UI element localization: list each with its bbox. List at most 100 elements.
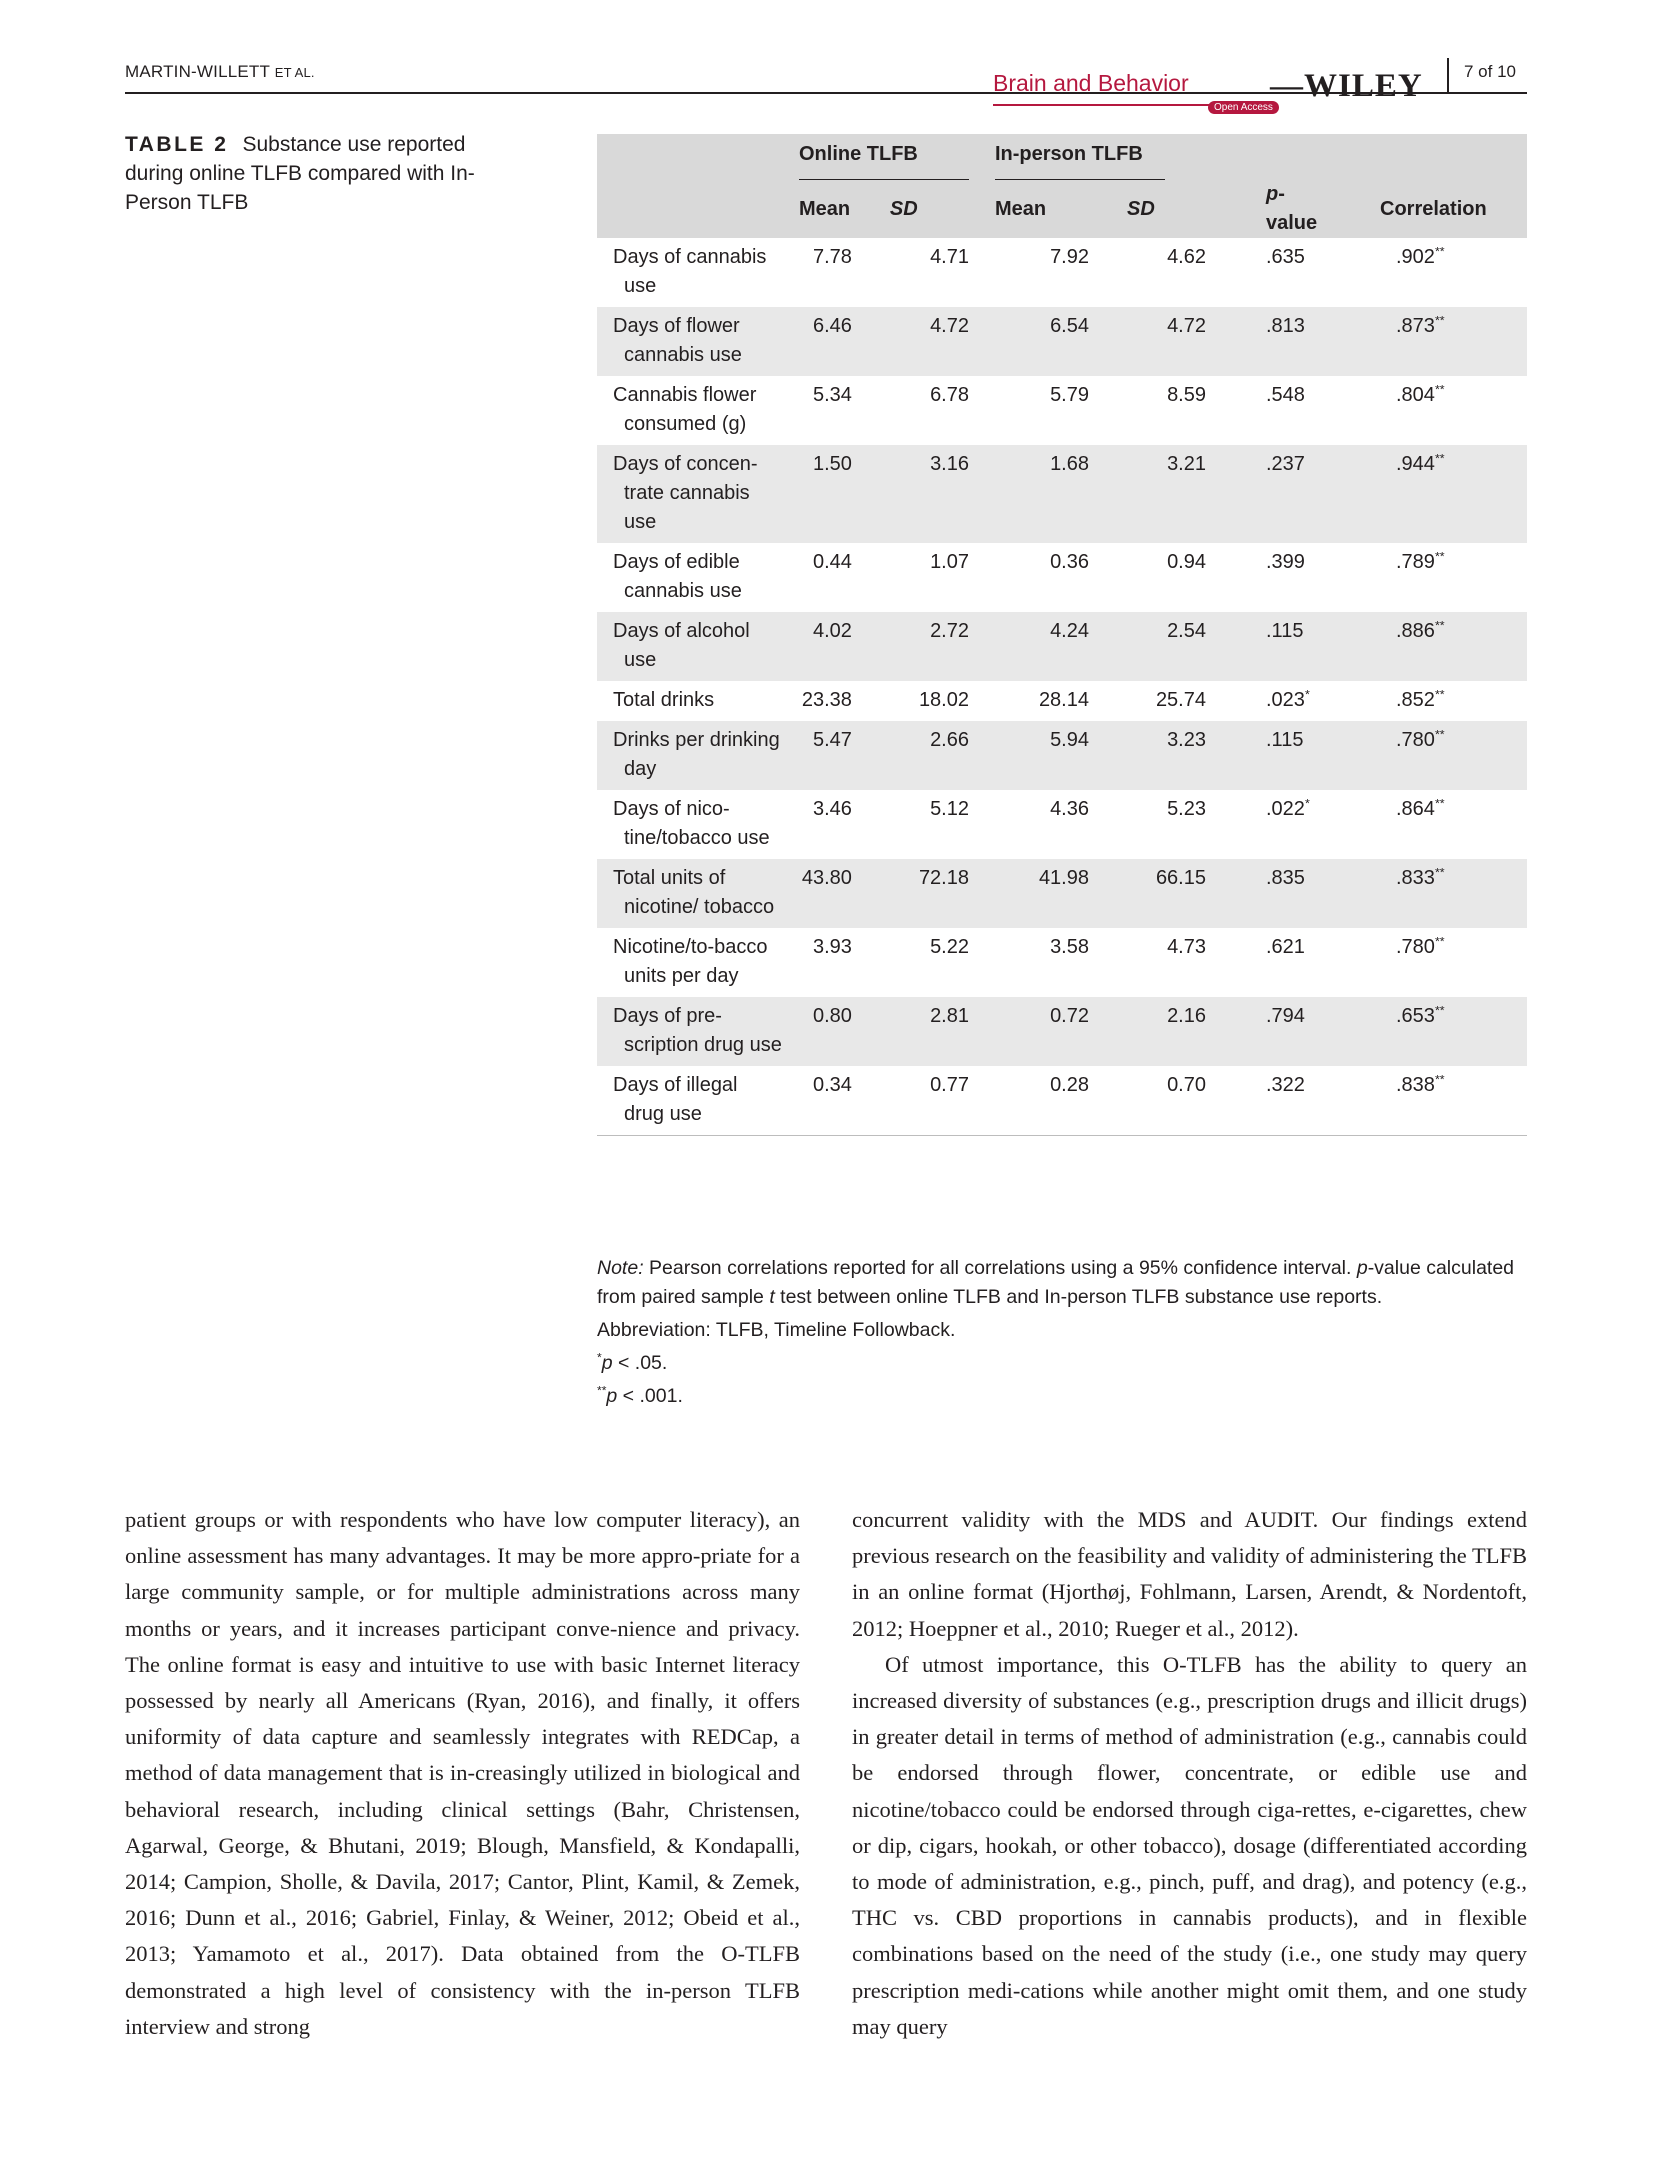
col-header-sd-online: SD [889,197,918,220]
cell-sd-inperson: 25.74 [1155,689,1206,711]
cell-mean-inperson: 4.24 [1050,620,1089,642]
row-label: Cannabis flower consumed (g) [613,384,757,435]
cell-correlation: .873** [1396,313,1445,337]
cell-correlation: .833** [1396,865,1445,889]
table-row: Days of pre-scription drug use 0.80 2.81 0.… [597,997,1527,1066]
cell-mean-inperson: 0.36 [1050,551,1089,573]
journal-name: Brain and Behavior [993,70,1189,96]
body-paragraph: Of utmost importance, this O-TLFB has th… [852,1651,1527,2039]
table-abbreviation: Abbreviation: TLFB, Timeline Followback. [597,1319,956,1341]
table-row: Cannabis flower consumed (g) 5.34 6.78 5.79… [597,376,1527,445]
cell-sd-online: 2.72 [930,620,969,642]
cell-correlation: .804** [1396,382,1445,406]
cell-pvalue: .399 [1266,551,1305,573]
cell-sd-inperson: 4.73 [1167,936,1206,958]
journal-underline [993,104,1211,106]
cell-pvalue: .023* [1266,687,1310,711]
cell-pvalue: .548 [1266,384,1305,406]
cell-sd-online: 3.16 [930,453,969,475]
group-header-inperson: In-person TLFB [969,134,1206,180]
table-caption-text: Substance use reported during online TLF… [125,133,475,214]
cell-mean-inperson: 7.92 [1050,246,1089,268]
cell-mean-online: 0.44 [812,551,852,573]
cell-mean-inperson: 41.98 [1038,867,1089,889]
row-label: Days of concen-trate cannabis use [613,453,758,533]
table-notes: Note: Pearson correlations reported for … [597,1254,1527,1415]
cell-sd-online: 72.18 [918,867,969,889]
cell-sd-online: 5.12 [930,798,969,820]
cell-sd-online: 4.71 [930,246,969,268]
table-row: Days of cannabis use 7.78 4.71 7.92 4.62 .635… [597,238,1527,307]
col-header-mean-inperson: Mean [995,197,1047,220]
row-label: Days of edible cannabis use [613,551,742,602]
cell-sd-online: 1.07 [930,551,969,573]
cell-pvalue: .115 [1266,729,1304,751]
cell-correlation: .852** [1396,687,1445,711]
cell-sd-inperson: 3.23 [1167,729,1206,751]
table-row: Days of alcohol use 4.02 2.72 4.24 2.54 .115.… [597,612,1527,681]
cell-mean-online: 5.34 [812,384,852,406]
cell-sd-online: 18.02 [918,689,969,711]
body-column-left: patient groups or with respondents who h… [125,1502,800,2045]
cell-sd-inperson: 0.70 [1167,1074,1206,1096]
cell-mean-online: 0.34 [812,1074,852,1096]
cell-mean-inperson: 5.94 [1050,729,1089,751]
col-header-pvalue: p-value [1266,183,1318,234]
cell-correlation: .789** [1396,549,1445,573]
cell-correlation: .780** [1396,934,1445,958]
cell-mean-inperson: 1.68 [1050,453,1089,475]
cell-pvalue: .022* [1266,796,1310,820]
cell-mean-inperson: 5.79 [1050,384,1089,406]
row-label: Days of flower cannabis use [613,315,742,366]
cell-pvalue: .813 [1266,315,1305,337]
cell-mean-inperson: 0.28 [1050,1074,1089,1096]
table-label: TABLE 2 [125,133,229,156]
table-row: Days of flower cannabis use 6.46 4.72 6.54 4… [597,307,1527,376]
row-label: Days of cannabis use [613,246,767,297]
cell-mean-inperson: 0.72 [1050,1005,1089,1027]
cell-mean-inperson: 4.36 [1050,798,1089,820]
running-head-et-al: ET AL. [274,65,315,80]
row-label: Days of nico-tine/tobacco use [613,798,770,849]
cell-sd-online: 5.22 [930,936,969,958]
cell-mean-online: 1.50 [812,453,852,475]
row-label: Days of alcohol use [613,620,750,671]
substance-use-table: Online TLFB In-person TLFB Mean SD Mean … [597,134,1527,1136]
table-row: Days of edible cannabis use 0.44 1.07 0.36 0… [597,543,1527,612]
cell-correlation: .653** [1396,1003,1445,1027]
cell-mean-inperson: 3.58 [1050,936,1089,958]
body-paragraph: patient groups or with respondents who h… [125,1507,800,2039]
cell-pvalue: .115 [1266,620,1304,642]
cell-sd-online: 2.66 [930,729,969,751]
body-column-right: concurrent validity with the MDS and AUD… [852,1502,1527,2045]
cell-mean-online: 3.93 [812,936,852,958]
cell-mean-online: 7.78 [812,246,852,268]
publisher-logo: —WILEY [1270,68,1423,104]
row-label: Total units of nicotine/ tobacco [613,867,775,918]
cell-pvalue: .621 [1266,936,1305,958]
row-label: Nicotine/to-bacco units per day [613,936,768,987]
cell-mean-online: 0.80 [812,1005,852,1027]
significance-note-1: *p < .05. [597,1350,668,1374]
cell-sd-inperson: 5.23 [1167,798,1206,820]
group-header-online: Online TLFB [783,134,969,180]
running-head-author: MARTIN-WILLETT ET AL. [125,62,315,81]
table-note: Note: Pearson correlations reported for … [597,1257,1515,1308]
page-number: 7 of 10 [1464,62,1516,81]
cell-mean-online: 23.38 [801,689,852,711]
cell-correlation: .838** [1396,1072,1445,1096]
body-paragraph: concurrent validity with the MDS and AUD… [852,1507,1527,1641]
cell-sd-online: 4.72 [930,315,969,337]
significance-note-2: **p < .001. [597,1383,683,1407]
table-column-header-row: Mean SD Mean SD p-value Correlation [597,180,1527,238]
open-access-badge: Open Access [1208,101,1279,114]
cell-mean-online: 4.02 [812,620,852,642]
table-row: Days of illegal drug use 0.34 0.77 0.28 0.70… [597,1066,1527,1136]
col-header-correlation: Correlation [1380,197,1487,220]
cell-mean-online: 3.46 [812,798,852,820]
table-row: Nicotine/to-bacco units per day 3.93 5.22 3… [597,928,1527,997]
cell-sd-inperson: 0.94 [1167,551,1206,573]
table-row: Drinks per drinking day 5.47 2.66 5.94 3.23.… [597,721,1527,790]
cell-sd-inperson: 66.15 [1155,867,1206,889]
table-row: Total units of nicotine/ tobacco 43.80 72.… [597,859,1527,928]
